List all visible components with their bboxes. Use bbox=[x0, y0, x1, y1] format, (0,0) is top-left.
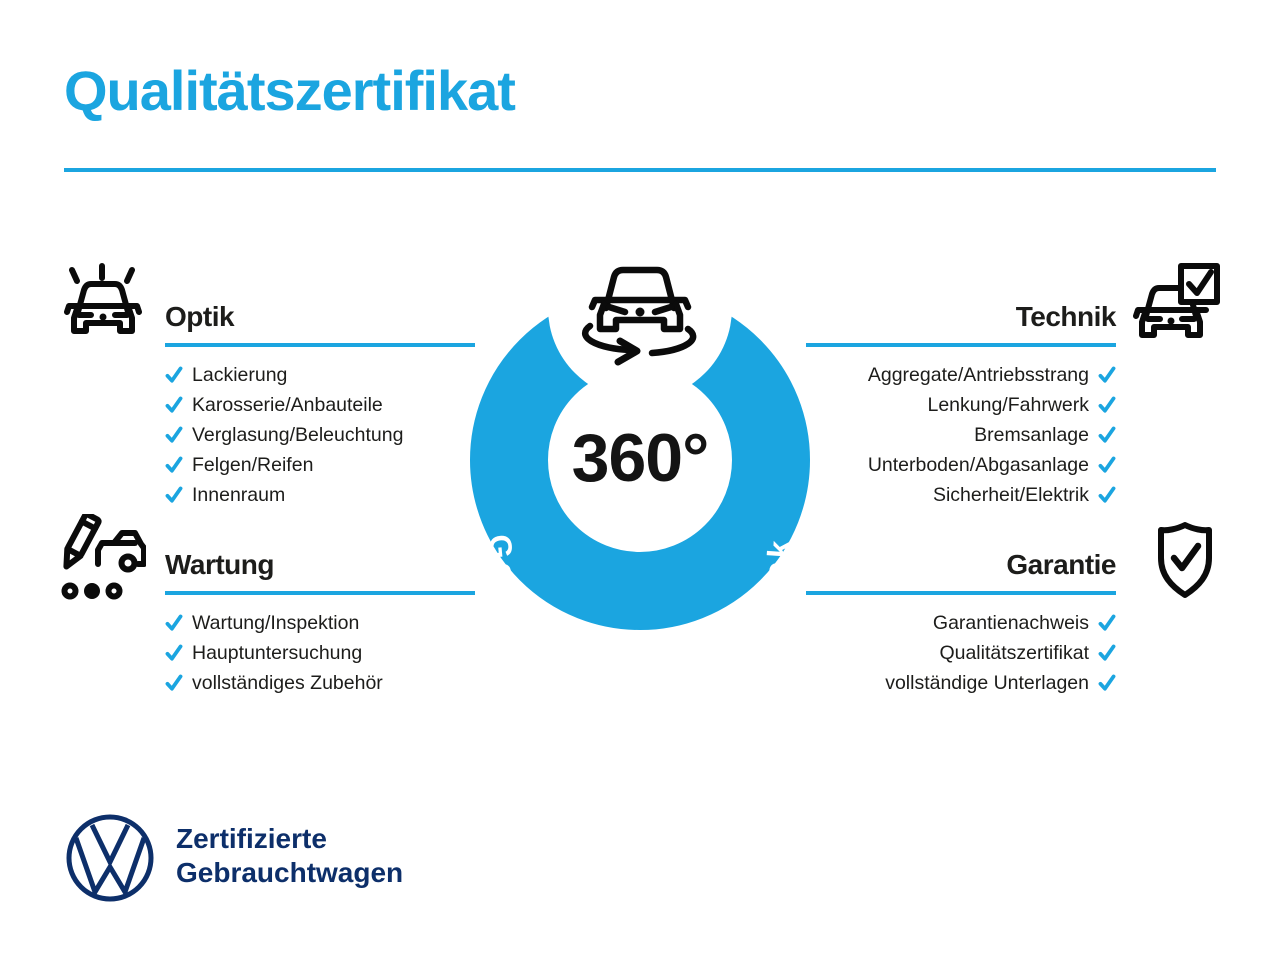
checklist-item: Karosserie/Anbauteile bbox=[165, 390, 475, 420]
section-title: Wartung bbox=[165, 549, 275, 580]
checklist-item: Bremsanlage bbox=[806, 420, 1116, 450]
page-title: Qualitätszertifikat bbox=[64, 59, 516, 122]
check-icon bbox=[165, 614, 183, 631]
check-icon bbox=[1098, 674, 1116, 691]
car-checkbox-icon bbox=[1133, 263, 1220, 338]
checklist-item: Innenraum bbox=[165, 480, 475, 510]
360-degree-label: 360° bbox=[571, 420, 710, 496]
section-divider bbox=[806, 343, 1116, 347]
brand-line2: Gebrauchtwagen bbox=[176, 857, 404, 888]
checklist-item: Verglasung/Beleuchtung bbox=[165, 420, 475, 450]
check-icon bbox=[1098, 456, 1116, 473]
checklist-item: Felgen/Reifen bbox=[165, 450, 475, 480]
ring-curved-label: Gebrauchtwagen-Check bbox=[482, 533, 791, 695]
checklist-item-label: Aggregate/Antriebsstrang bbox=[867, 363, 1089, 386]
checklist-item: vollständige Unterlagen bbox=[806, 668, 1116, 698]
check-icon bbox=[1098, 366, 1116, 383]
check-icon bbox=[165, 366, 183, 383]
checklist-item-label: vollständiges Zubehör bbox=[192, 671, 383, 694]
check-icon bbox=[1098, 396, 1116, 413]
checklist-item: Qualitätszertifikat bbox=[806, 638, 1116, 668]
checklist-item-label: Hauptuntersuchung bbox=[192, 641, 363, 664]
check-icon bbox=[165, 644, 183, 661]
checklist-item-label: Karosserie/Anbauteile bbox=[192, 393, 383, 416]
checklist-item-label: Innenraum bbox=[192, 483, 286, 506]
section-title: Optik bbox=[165, 301, 235, 332]
checklist-item: Lenkung/Fahrwerk bbox=[806, 390, 1116, 420]
ring-curved-label-text: Gebrauchtwagen-Check bbox=[482, 533, 797, 695]
check-icon bbox=[1098, 426, 1116, 443]
pencil-car-icon bbox=[61, 514, 146, 600]
section-divider bbox=[165, 343, 475, 347]
title-divider bbox=[64, 168, 1216, 172]
check-icon bbox=[165, 426, 183, 443]
check-icon bbox=[165, 674, 183, 691]
checklist-item-label: Garantienachweis bbox=[932, 611, 1089, 634]
checklist-item: Garantienachweis bbox=[806, 608, 1116, 638]
car-rotation-icon bbox=[581, 266, 697, 366]
checklist-item: vollständiges Zubehör bbox=[165, 668, 475, 698]
checklist-item-label: Verglasung/Beleuchtung bbox=[192, 423, 404, 446]
section-technik: Technik Aggregate/Antriebsstrang Lenkung… bbox=[806, 300, 1117, 510]
section-garantie: Garantie Garantienachweis Qualitätszerti… bbox=[806, 548, 1117, 698]
checklist-item-label: Wartung/Inspektion bbox=[192, 611, 360, 634]
checklist-item-label: Felgen/Reifen bbox=[192, 453, 314, 476]
brand-line1: Zertifizierte bbox=[176, 823, 327, 854]
check-icon bbox=[165, 486, 183, 503]
checklist-item-label: vollständige Unterlagen bbox=[885, 671, 1089, 694]
section-divider bbox=[165, 591, 475, 595]
checklist-item-label: Sicherheit/Elektrik bbox=[932, 483, 1089, 506]
checklist-item: Hauptuntersuchung bbox=[165, 638, 475, 668]
shield-check-icon bbox=[1158, 522, 1212, 598]
car-shine-icon bbox=[64, 263, 142, 334]
checklist-item-label: Qualitätszertifikat bbox=[939, 641, 1089, 664]
360-ring bbox=[470, 216, 810, 630]
checklist-item: Aggregate/Antriebsstrang bbox=[806, 360, 1116, 390]
check-icon bbox=[1098, 644, 1116, 661]
brand-text: Zertifizierte Gebrauchtwagen bbox=[176, 822, 403, 890]
check-icon bbox=[165, 396, 183, 413]
checklist-item: Sicherheit/Elektrik bbox=[806, 480, 1116, 510]
check-icon bbox=[165, 456, 183, 473]
checklist-item: Lackierung bbox=[165, 360, 475, 390]
section-divider bbox=[806, 591, 1116, 595]
checklist-item-label: Unterboden/Abgasanlage bbox=[867, 453, 1089, 476]
section-optik: Optik Lackierung Karosserie/Anbauteile V… bbox=[165, 300, 475, 510]
checklist-item-label: Bremsanlage bbox=[974, 423, 1089, 446]
checklist-item: Wartung/Inspektion bbox=[165, 608, 475, 638]
check-icon bbox=[1098, 614, 1116, 631]
checklist-item-label: Lenkung/Fahrwerk bbox=[927, 393, 1089, 416]
checklist-item-label: Lackierung bbox=[192, 363, 288, 386]
vw-logo bbox=[66, 814, 154, 902]
section-title: Technik bbox=[1015, 301, 1117, 332]
check-icon bbox=[1098, 486, 1116, 503]
section-title: Garantie bbox=[1006, 549, 1116, 580]
section-wartung: Wartung Wartung/Inspektion Hauptuntersuc… bbox=[165, 548, 475, 698]
checklist-item: Unterboden/Abgasanlage bbox=[806, 450, 1116, 480]
